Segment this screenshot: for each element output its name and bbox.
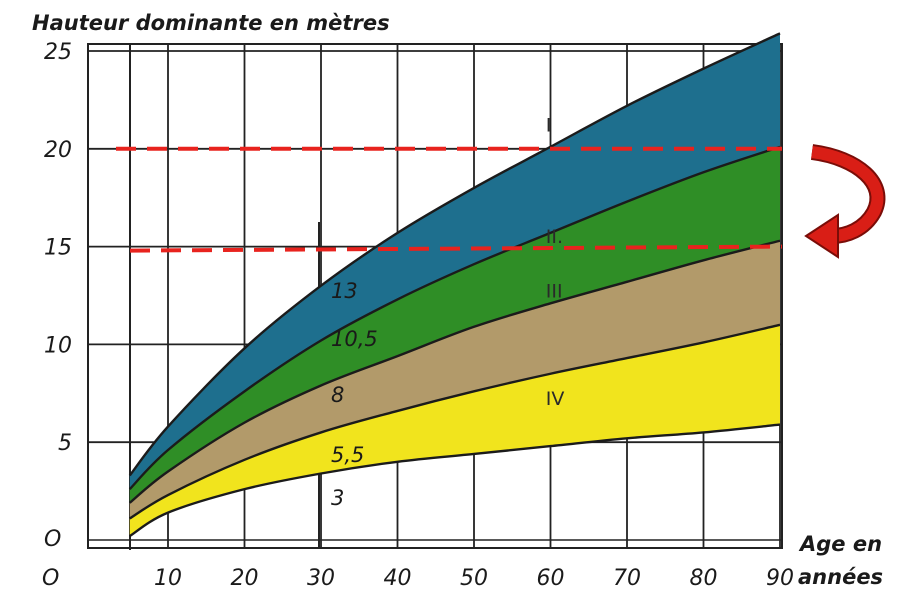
- y-tick-label-5: 5: [58, 431, 72, 456]
- class-label-I: I: [546, 114, 552, 136]
- x-tick-label-60: 60: [537, 566, 565, 589]
- curves: [128, 32, 781, 538]
- plot-frame: [87, 43, 783, 549]
- class-label-III: III: [546, 281, 563, 303]
- band-class-IV: [129, 324, 780, 537]
- site-index-curve-13: [128, 32, 781, 477]
- site-index-curve-8: [128, 239, 781, 504]
- bands: [129, 33, 780, 537]
- reference-lines: [116, 146, 783, 253]
- curve-label-3: 3: [331, 486, 344, 510]
- curve-label-5-5: 5,5: [331, 443, 364, 467]
- y-tick-label-25: 25: [44, 40, 72, 65]
- site-index-curve-10-5: [128, 145, 781, 490]
- x-origin-label: O: [42, 566, 59, 589]
- class-label-II: II.: [546, 226, 563, 248]
- x-tick-label-70: 70: [613, 566, 641, 589]
- site-index-curve-5-5: [129, 323, 781, 520]
- reference-line-15: [129, 244, 783, 253]
- x-tick-label-90: 90: [766, 566, 794, 589]
- x-tick-label-50: 50: [460, 566, 488, 589]
- arrow-head: [804, 213, 839, 259]
- x-tick-label-80: 80: [690, 566, 718, 589]
- y-origin-label: O: [44, 527, 61, 552]
- ticks: 10 20 30 40 50 60 70 80 90 5 10 15 20 25: [44, 40, 794, 589]
- x-tick-label-20: 20: [231, 566, 259, 589]
- y-tick-label-10: 10: [44, 333, 72, 358]
- x-axis-title-line2: années: [798, 565, 883, 589]
- band-class-III: [129, 240, 780, 519]
- annotation-arrow: [804, 144, 886, 259]
- curve-label-8: 8: [331, 383, 344, 407]
- y-axis-title: Hauteur dominante en mètres: [32, 11, 390, 35]
- arrow-shaft: [811, 146, 884, 242]
- x-tick-label-40: 40: [384, 566, 412, 589]
- band-class-II: [129, 146, 780, 503]
- labels: 3 5,5 8 10,5 13 IV III II. I: [331, 114, 564, 510]
- class-label-IV: IV: [546, 388, 565, 410]
- curve-label-10-5: 10,5: [331, 327, 378, 351]
- curve-label-13: 13: [331, 279, 358, 303]
- x-tick-label-30: 30: [307, 566, 335, 589]
- x-tick-label-10: 10: [154, 566, 182, 589]
- y-tick-label-20: 20: [44, 138, 72, 163]
- site-index-curve-3: [129, 423, 781, 538]
- y-tick-label-15: 15: [44, 236, 72, 261]
- x-axis-title-line1: Age en: [798, 532, 882, 556]
